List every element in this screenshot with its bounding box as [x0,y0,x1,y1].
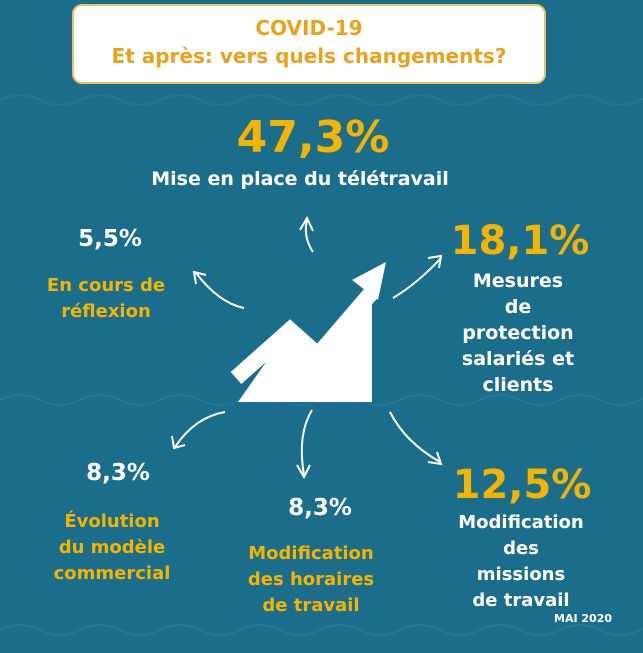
value: 8,3% [288,495,352,521]
value: 8,3% [86,460,150,486]
subtitle: Et après: vers quels changements? [111,44,507,68]
value: 12,5% [452,462,592,508]
label: Évolution du modèle commercial [53,511,171,584]
label: Mise en place du télétravail [151,168,449,190]
label: Modification des missions de travail [458,512,584,611]
header: COVID-19 Et après: vers quels changement… [72,4,546,84]
label: Mesures de protection salariés et client… [461,270,575,396]
label: Modification des horaires de travail [247,543,375,616]
value: 47,3% [236,112,390,163]
label: En cours de réflexion [46,275,166,322]
footer: MAI 2020 [554,612,612,625]
title: COVID-19 [255,16,363,40]
value: 5,5% [78,226,142,252]
value: 18,1% [450,218,590,264]
